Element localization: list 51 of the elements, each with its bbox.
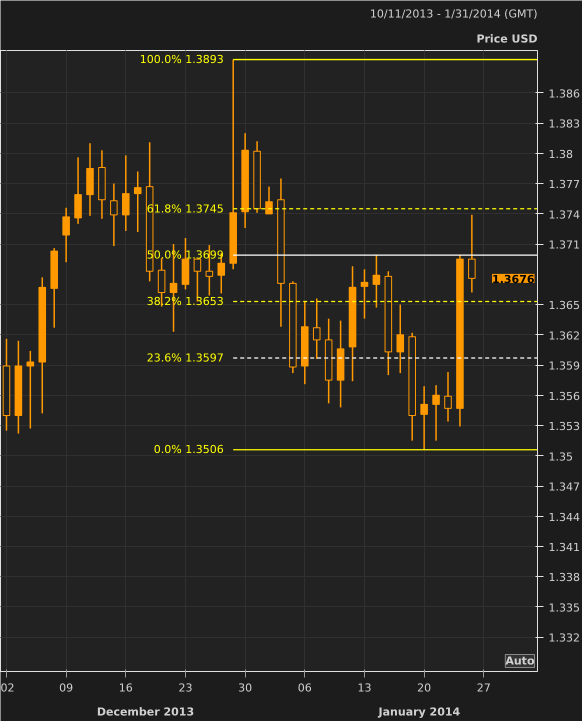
candlestick bbox=[360, 268, 368, 320]
candlestick bbox=[444, 371, 452, 422]
chart-subtitle: 10/11/2013 - 1/31/2014 (GMT) bbox=[370, 8, 538, 20]
y-tick-label: 1.374 bbox=[548, 208, 580, 222]
x-tick-label: 02 bbox=[0, 682, 14, 694]
candlestick bbox=[372, 254, 380, 308]
y-tick-label: 1.347 bbox=[548, 480, 580, 494]
ref-line-label: 100.0% 1.3893 bbox=[140, 53, 224, 66]
candlestick bbox=[420, 385, 428, 450]
y-tick-label: 1.386 bbox=[548, 87, 580, 100]
x-tick-label: 27 bbox=[476, 682, 491, 694]
y-tick-label: 1.338 bbox=[548, 571, 580, 584]
y-tick-label: 1.371 bbox=[548, 238, 580, 252]
candlestick bbox=[74, 156, 82, 225]
candlestick bbox=[26, 350, 34, 430]
x-tick-label: 06 bbox=[298, 682, 312, 694]
y-tick-label: 1.383 bbox=[548, 118, 580, 131]
text: January 2014 bbox=[378, 706, 461, 718]
annotation: 1.3676 bbox=[492, 272, 535, 286]
y-tick-label: 1.341 bbox=[548, 540, 580, 554]
y-tick-label: 1.362 bbox=[548, 329, 580, 342]
candlestick bbox=[110, 182, 118, 247]
annotation: Auto bbox=[505, 654, 535, 668]
y-tick-label: 1.353 bbox=[548, 420, 580, 434]
candlestick bbox=[122, 154, 130, 232]
x-tick-label: 13 bbox=[357, 682, 372, 694]
y-tick-label: 1.335 bbox=[548, 601, 580, 614]
candlestick bbox=[396, 304, 404, 374]
candlestick bbox=[432, 384, 440, 442]
y-tick-label: 1.35 bbox=[548, 450, 573, 464]
y-tick-label: 1.332 bbox=[548, 632, 580, 645]
y-tick-label: 1.365 bbox=[548, 299, 580, 312]
y-tick-label: 1.356 bbox=[548, 390, 580, 403]
x-tick-label: 23 bbox=[178, 682, 192, 694]
y-axis-title: Price USD bbox=[476, 32, 538, 46]
ref-line-label: 23.6% 1.3597 bbox=[146, 351, 224, 364]
y-tick-label: 1.359 bbox=[548, 360, 580, 373]
y-tick-label: 1.344 bbox=[548, 510, 580, 524]
x-tick-label: 30 bbox=[238, 682, 252, 694]
candlestick bbox=[468, 214, 476, 294]
x-tick-label: 16 bbox=[118, 682, 133, 694]
y-tick-label: 1.377 bbox=[548, 178, 580, 192]
candlestick bbox=[134, 170, 142, 233]
x-tick-label: 09 bbox=[59, 682, 74, 694]
ref-line-label: 0.0% 1.3506 bbox=[154, 443, 224, 456]
candlestick bbox=[62, 207, 70, 263]
candlestick bbox=[265, 186, 273, 215]
y-tick-label: 1.38 bbox=[548, 148, 573, 161]
candlestick bbox=[312, 298, 321, 360]
x-tick-label: 20 bbox=[417, 682, 432, 694]
text: December 2013 bbox=[96, 706, 194, 718]
